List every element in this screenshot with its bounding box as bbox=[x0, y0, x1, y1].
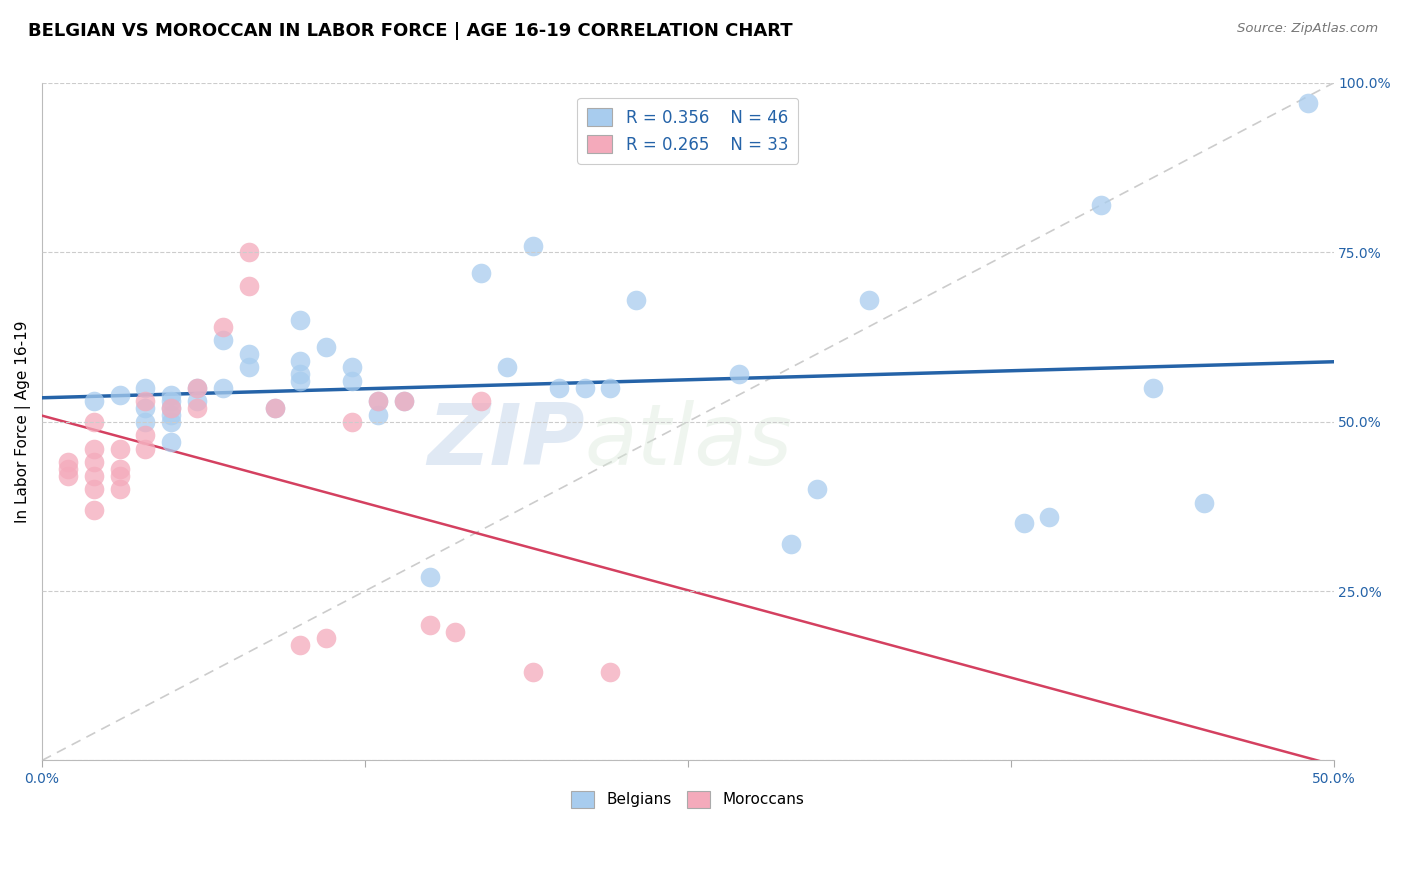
Point bbox=[134, 381, 156, 395]
Point bbox=[290, 313, 312, 327]
Point bbox=[160, 394, 183, 409]
Point bbox=[160, 434, 183, 449]
Text: Source: ZipAtlas.com: Source: ZipAtlas.com bbox=[1237, 22, 1378, 36]
Point bbox=[392, 394, 415, 409]
Point bbox=[56, 468, 79, 483]
Point bbox=[56, 462, 79, 476]
Point bbox=[186, 401, 208, 416]
Point bbox=[238, 279, 260, 293]
Point bbox=[1038, 509, 1060, 524]
Point bbox=[186, 381, 208, 395]
Point bbox=[624, 293, 647, 307]
Point bbox=[212, 381, 235, 395]
Point bbox=[1090, 198, 1112, 212]
Point bbox=[212, 334, 235, 348]
Point bbox=[108, 468, 131, 483]
Point bbox=[444, 624, 467, 639]
Point bbox=[108, 483, 131, 497]
Point bbox=[160, 415, 183, 429]
Point bbox=[83, 394, 105, 409]
Point bbox=[263, 401, 285, 416]
Point bbox=[522, 665, 544, 680]
Point bbox=[160, 408, 183, 422]
Point bbox=[418, 618, 440, 632]
Point bbox=[392, 394, 415, 409]
Point bbox=[186, 394, 208, 409]
Point bbox=[134, 401, 156, 416]
Point bbox=[367, 394, 389, 409]
Point bbox=[1194, 496, 1216, 510]
Point bbox=[290, 368, 312, 382]
Y-axis label: In Labor Force | Age 16-19: In Labor Force | Age 16-19 bbox=[15, 320, 31, 523]
Text: ZIP: ZIP bbox=[427, 401, 585, 483]
Point bbox=[108, 387, 131, 401]
Point bbox=[134, 394, 156, 409]
Point bbox=[238, 347, 260, 361]
Point bbox=[186, 381, 208, 395]
Point bbox=[599, 381, 621, 395]
Point bbox=[1012, 516, 1035, 531]
Point bbox=[83, 502, 105, 516]
Text: BELGIAN VS MOROCCAN IN LABOR FORCE | AGE 16-19 CORRELATION CHART: BELGIAN VS MOROCCAN IN LABOR FORCE | AGE… bbox=[28, 22, 793, 40]
Point bbox=[83, 483, 105, 497]
Point bbox=[108, 462, 131, 476]
Point bbox=[470, 394, 492, 409]
Point bbox=[238, 245, 260, 260]
Point bbox=[83, 415, 105, 429]
Point bbox=[574, 381, 596, 395]
Point bbox=[134, 428, 156, 442]
Point bbox=[56, 455, 79, 469]
Point bbox=[340, 374, 363, 388]
Point bbox=[83, 468, 105, 483]
Point bbox=[290, 374, 312, 388]
Point bbox=[367, 408, 389, 422]
Point bbox=[1142, 381, 1164, 395]
Point bbox=[134, 442, 156, 456]
Point bbox=[858, 293, 880, 307]
Point bbox=[806, 483, 828, 497]
Point bbox=[160, 387, 183, 401]
Point bbox=[160, 401, 183, 416]
Point bbox=[728, 368, 751, 382]
Point bbox=[315, 632, 337, 646]
Point bbox=[522, 238, 544, 252]
Point bbox=[160, 401, 183, 416]
Point bbox=[418, 570, 440, 584]
Point bbox=[367, 394, 389, 409]
Point bbox=[134, 415, 156, 429]
Text: atlas: atlas bbox=[585, 401, 793, 483]
Point bbox=[780, 536, 803, 550]
Point bbox=[83, 455, 105, 469]
Point bbox=[212, 319, 235, 334]
Point bbox=[315, 340, 337, 354]
Point bbox=[290, 638, 312, 652]
Point bbox=[108, 442, 131, 456]
Point bbox=[238, 360, 260, 375]
Point bbox=[83, 442, 105, 456]
Point bbox=[340, 360, 363, 375]
Point bbox=[263, 401, 285, 416]
Point bbox=[1296, 96, 1319, 111]
Point bbox=[340, 415, 363, 429]
Point bbox=[547, 381, 569, 395]
Point bbox=[470, 266, 492, 280]
Point bbox=[599, 665, 621, 680]
Legend: Belgians, Moroccans: Belgians, Moroccans bbox=[565, 785, 810, 814]
Point bbox=[496, 360, 519, 375]
Point bbox=[290, 353, 312, 368]
